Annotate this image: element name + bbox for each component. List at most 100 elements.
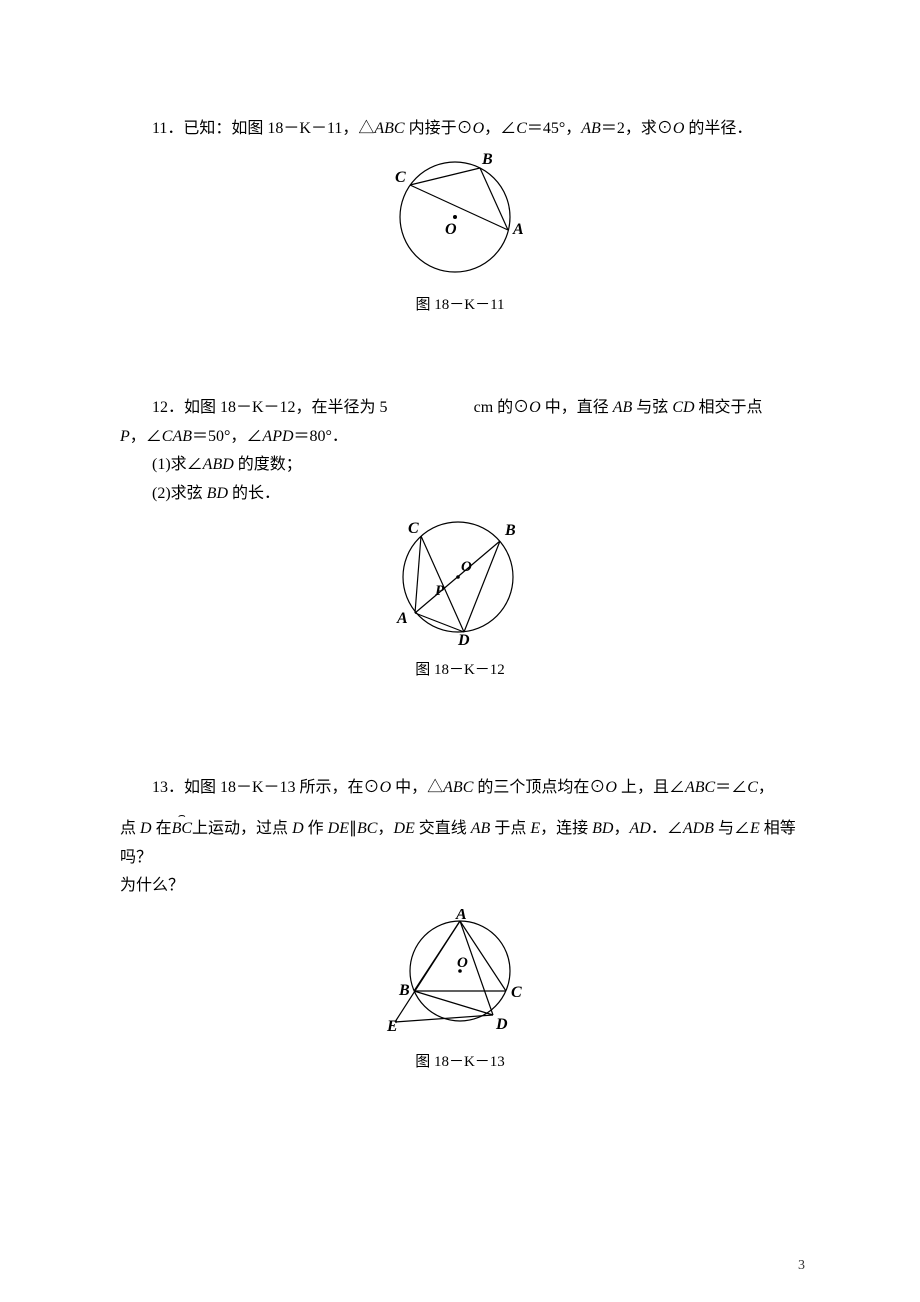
p12-tm1: 中，直径	[541, 399, 613, 416]
p11-t6: 的半径．	[684, 120, 752, 137]
p12-l2-3: ＝80°．	[294, 428, 348, 445]
p11-t1: ．已知：如图 18－K－11，△	[167, 120, 374, 137]
figure-13-wrapper: A O B C E D 图 18－K－13	[120, 909, 800, 1071]
p13-t1: ．如图 18－K－13 所示，在⊙	[168, 779, 380, 796]
p13-l2-7: 于点	[490, 820, 530, 837]
p12-s1s: 的度数；	[234, 456, 302, 473]
p13-e2: E	[750, 820, 760, 837]
p13-de: DE	[328, 820, 349, 837]
p11-abc: ABC	[374, 120, 404, 137]
problem-11: 11．已知：如图 18－K－11，△ABC 内接于⊙O，∠C＝45°，AB＝2，…	[120, 115, 800, 314]
fig11-O: O	[445, 221, 457, 238]
p12-tm3: 相交于点	[695, 399, 763, 416]
problem-13-text: 13．如图 18－K－13 所示，在⊙O 中，△ABC 的三个顶点均在⊙O 上，…	[120, 774, 800, 803]
p13-d2: D	[292, 820, 304, 837]
p12-cd: CD	[672, 399, 694, 416]
p12-s2s: 的长．	[228, 485, 280, 502]
problem-12-text-left: 12．如图 18－K－12，在半径为 5	[120, 394, 446, 423]
p13-num: 13	[152, 779, 168, 796]
fig13-A: A	[455, 909, 467, 923]
problem-13-line2: 点 D 在⌢BC上运动，过点 D 作 DE∥BC，DE 交直线 AB 于点 E，…	[120, 815, 800, 873]
p11-t4: ＝45°，	[527, 120, 581, 137]
p13-ab: AB	[471, 820, 491, 837]
fig11-A: A	[512, 221, 524, 238]
fig13-D: D	[495, 1016, 508, 1033]
p13-l2-3: 上运动，过点	[192, 820, 292, 837]
fig12-D: D	[457, 632, 470, 647]
p12-tr: cm 的⊙	[474, 399, 530, 416]
figure-11-wrapper: B C A O 图 18－K－11	[120, 152, 800, 314]
p13-l2-10: ．∠	[651, 820, 683, 837]
p12-s1p: (1)求∠	[152, 456, 203, 473]
p12-l2-2: ＝50°，∠	[192, 428, 262, 445]
p12-num: 12	[152, 399, 168, 416]
p12-apd: APD	[262, 428, 293, 445]
problem-13: 13．如图 18－K－13 所示，在⊙O 中，△ABC 的三个顶点均在⊙O 上，…	[120, 774, 800, 1071]
p12-s2p: (2)求弦	[152, 485, 207, 502]
fig13-O: O	[457, 955, 468, 971]
fig11-C: C	[395, 169, 406, 186]
p13-l2-8: ，连接	[540, 820, 592, 837]
problem-13-line3: 为什么？	[120, 872, 800, 901]
p13-de2: DE	[393, 820, 414, 837]
figure-11-caption: 图 18－K－11	[120, 293, 800, 314]
problem-12-sub1: (1)求∠ABD 的度数；	[120, 451, 800, 480]
problem-11-text: 11．已知：如图 18－K－11，△ABC 内接于⊙O，∠C＝45°，AB＝2，…	[120, 115, 800, 144]
arc-symbol: ⌢	[172, 805, 192, 827]
p12-ab: AB	[613, 399, 633, 416]
p13-ad: AD	[629, 820, 650, 837]
p13-t3: 的三个顶点均在⊙	[473, 779, 605, 796]
p13-adb: ADB	[683, 820, 714, 837]
p13-l2-5: ，	[377, 820, 393, 837]
p13-bd: BD	[592, 820, 613, 837]
p12-p: P	[120, 428, 130, 445]
p13-bc: BC	[357, 820, 377, 837]
p13-t6: ，	[758, 779, 774, 796]
p13-t4: 上，且∠	[617, 779, 685, 796]
p11-num: 11	[152, 120, 167, 137]
fig13-E: E	[386, 1018, 398, 1035]
p13-e: E	[530, 820, 540, 837]
p12-o: O	[529, 399, 541, 416]
p13-par: ∥	[349, 820, 357, 837]
fig11-B: B	[481, 152, 493, 168]
p13-l2-4: 作	[304, 820, 328, 837]
fig13-C: C	[511, 984, 522, 1001]
problem-12: 12．如图 18－K－12，在半径为 5 cm 的⊙O 中，直径 AB 与弦 C…	[120, 394, 800, 679]
p13-abc2: ABC	[685, 779, 715, 796]
fig12-P: P	[435, 583, 445, 599]
p13-d: D	[140, 820, 152, 837]
problem-12-sub2: (2)求弦 BD 的长．	[120, 480, 800, 509]
page-number: 3	[798, 1258, 805, 1274]
p13-t2: 中，△	[391, 779, 443, 796]
problem-12-line2: P，∠CAB＝50°，∠APD＝80°．	[120, 423, 800, 452]
p12-cab: CAB	[162, 428, 192, 445]
p13-abc: ABC	[443, 779, 473, 796]
fig12-A: A	[396, 610, 408, 627]
p11-o2: O	[673, 120, 685, 137]
p13-l2-2: 在	[152, 820, 172, 837]
p11-ab: AB	[581, 120, 601, 137]
p11-o: O	[473, 120, 485, 137]
p11-t5: ＝2，求⊙	[601, 120, 673, 137]
p11-c: C	[516, 120, 527, 137]
arc-bc: ⌢BC	[172, 815, 192, 844]
p13-l2-11: 与∠	[714, 820, 750, 837]
p12-abd: ABD	[203, 456, 234, 473]
p12-t1: ．如图 18－K－12，在半径为 5	[168, 399, 388, 416]
p13-l2-9: ，	[613, 820, 629, 837]
problem-12-text-right: cm 的⊙O 中，直径 AB 与弦 CD 相交于点	[474, 394, 800, 423]
p13-c: C	[747, 779, 758, 796]
figure-13-caption: 图 18－K－13	[120, 1050, 800, 1071]
p13-o: O	[380, 779, 392, 796]
p11-t3: ，∠	[484, 120, 516, 137]
p11-t2: 内接于⊙	[405, 120, 473, 137]
p12-bd: BD	[207, 485, 228, 502]
fig12-B: B	[504, 522, 516, 539]
figure-13-svg: A O B C E D	[385, 909, 535, 1039]
p13-l2-1: 点	[120, 820, 140, 837]
fig12-C: C	[408, 520, 419, 537]
p12-tm2: 与弦	[632, 399, 672, 416]
fig13-B: B	[398, 982, 410, 999]
figure-11-svg: B C A O	[390, 152, 530, 282]
